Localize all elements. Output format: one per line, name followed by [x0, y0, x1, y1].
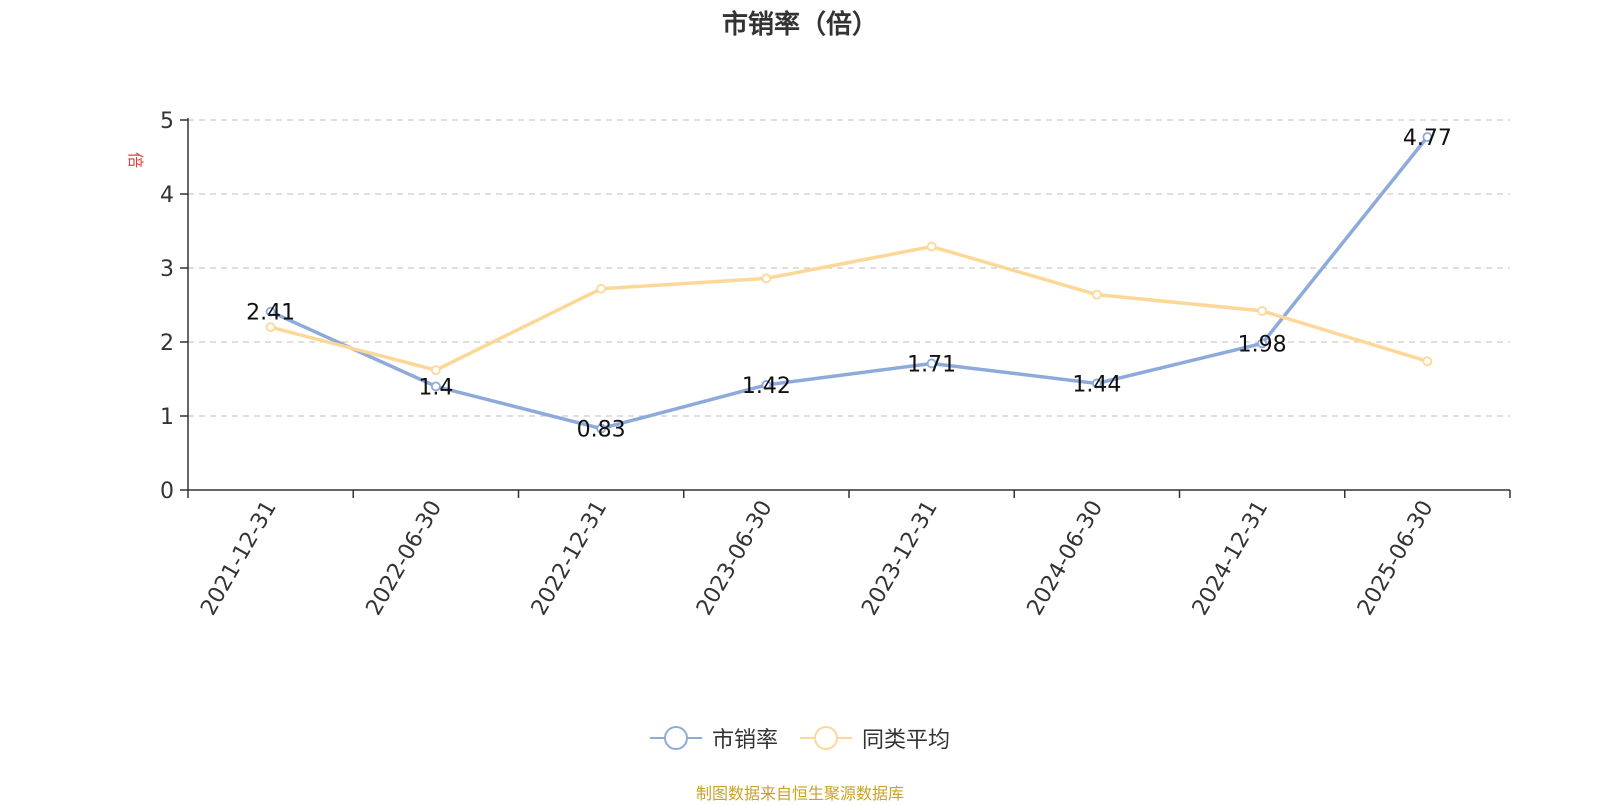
series-1-point: [265, 322, 276, 333]
series-0-point: [1257, 338, 1268, 349]
legend-item-series-0[interactable]: 市销率: [649, 722, 778, 754]
legend-series-1-icon: [800, 726, 852, 750]
series-0-point: [265, 306, 276, 317]
legend: 市销率 同类平均: [0, 722, 1600, 754]
x-tick-label: 2024-06-30: [1022, 497, 1108, 620]
x-tick-label: 2025-06-30: [1353, 497, 1439, 620]
x-tick-label: 2022-06-30: [361, 497, 447, 620]
x-tick-label: 2021-12-31: [196, 497, 282, 620]
x-tick-label: 2023-12-31: [857, 497, 943, 620]
series-0-data-label: 4.77: [1403, 126, 1452, 151]
series-0-point: [761, 380, 772, 390]
source-note: 制图数据来自恒生聚源数据库: [695, 784, 904, 803]
series-1-point: [596, 283, 607, 294]
series-lines: [265, 132, 1433, 434]
series-0-point: [1091, 378, 1102, 389]
series-0-data-label: 1.4: [418, 375, 453, 400]
chart-title: 市销率（倍）: [721, 10, 878, 40]
y-tick-label: 4: [160, 183, 174, 208]
axes: 0 1 2 3 4 5 倍 2021-12-31 2022-06-30 2022-12-31 202…: [126, 109, 1511, 620]
legend-item-series-1[interactable]: 同类平均: [800, 722, 950, 754]
y-tick-label: 1: [160, 405, 174, 430]
series-0-point: [926, 358, 937, 369]
x-tick-label: 2023-06-30: [692, 497, 778, 620]
series-0-data-label: 1.98: [1238, 332, 1287, 357]
series-1-point: [430, 365, 441, 376]
series-0-point: [596, 423, 607, 434]
data-labels: 2.41 1.4 0.83 1.42 1.71 1.44 1.98 4.77: [246, 126, 1452, 443]
y-tick-label: 0: [160, 479, 174, 504]
series-0-data-label: 0.83: [577, 418, 626, 443]
series-0-line: [269, 135, 1429, 431]
series-1-point: [926, 241, 937, 252]
series-1-point: [761, 273, 772, 284]
y-tick-label: 5: [160, 109, 174, 134]
y-tick-label: 2: [160, 331, 174, 356]
x-tick-label: 2024-12-31: [1188, 497, 1274, 620]
series-1-line: [270, 244, 1428, 372]
series-1-point: [1422, 356, 1433, 367]
x-tick-label: 2022-12-31: [527, 497, 613, 620]
series-0-data-label: 1.71: [907, 352, 956, 377]
y-axis-label: 倍: [126, 152, 145, 168]
series-1-point: [1091, 289, 1102, 300]
series-0-point: [1422, 132, 1433, 142]
legend-label-series-0: 市销率: [711, 728, 778, 753]
series-1-point: [1257, 306, 1268, 316]
legend-label-series-1: 同类平均: [862, 728, 951, 753]
series-0-data-label: 2.41: [246, 301, 295, 326]
grid-lines: [188, 119, 1510, 417]
y-tick-label: 3: [160, 257, 174, 282]
series-0-point: [430, 381, 441, 392]
series-0-data-label: 1.44: [1072, 372, 1121, 397]
legend-series-0-icon: [649, 726, 702, 750]
series-0-data-label: 1.42: [742, 374, 791, 399]
